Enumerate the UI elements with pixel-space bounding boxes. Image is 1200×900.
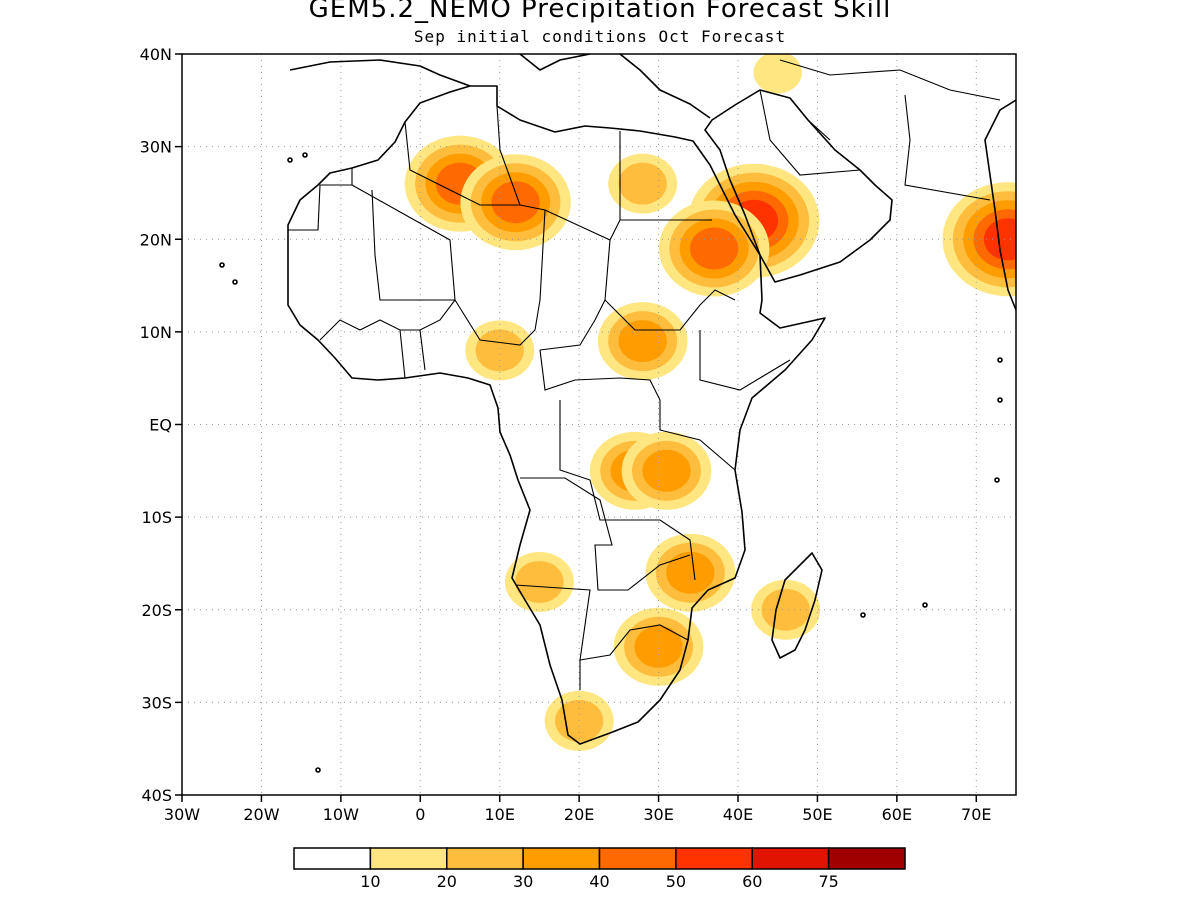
island-dot xyxy=(315,767,321,773)
island-dot xyxy=(994,477,1000,483)
lon-tick-label: 20W xyxy=(243,805,279,824)
colorbar-label: 40 xyxy=(589,872,609,891)
lon-tick-label: 10W xyxy=(323,805,359,824)
island-dot xyxy=(997,397,1003,403)
skill-shading-layer xyxy=(404,54,1016,751)
lat-tick-label: EQ xyxy=(149,416,172,435)
colorbar-legend: 10 20 30 40 50 60 75 xyxy=(293,847,906,891)
lon-tick-label: 0 xyxy=(415,805,425,824)
border-line xyxy=(514,584,591,690)
border-line xyxy=(699,330,791,391)
border-line xyxy=(904,94,991,201)
border-line xyxy=(520,477,691,591)
lat-tick-label: 20S xyxy=(141,601,172,620)
border-line xyxy=(496,105,521,206)
lat-tick-label: 20N xyxy=(140,230,172,249)
lon-tick-label: 70E xyxy=(961,805,991,824)
colorbar-swatch xyxy=(675,847,753,870)
skill-contour xyxy=(475,329,524,372)
map-title: GEM5.2_NEMO Precipitation Forecast Skill xyxy=(308,0,892,24)
colorbar-swatch xyxy=(827,847,906,870)
skill-contour xyxy=(642,449,691,492)
colorbar-label: 60 xyxy=(742,872,762,891)
border-line xyxy=(539,349,661,401)
border-line xyxy=(579,624,689,661)
border-line xyxy=(604,289,736,331)
island-dot xyxy=(997,357,1003,363)
longitude-ticks: 30W 20W 10W 0 10E 20E 30E 40E 50E 60E 70E xyxy=(164,795,992,824)
lat-tick-label: 30S xyxy=(141,693,172,712)
border-line xyxy=(454,209,546,346)
lon-tick-label: 30E xyxy=(643,805,673,824)
colorbar-swatch xyxy=(522,847,601,870)
lat-tick-label: 30N xyxy=(140,138,172,157)
skill-contour xyxy=(491,181,540,224)
skill-contour xyxy=(618,162,667,205)
border-line xyxy=(351,184,456,301)
border-line xyxy=(659,400,736,471)
lat-tick-label: 10S xyxy=(141,508,172,527)
gridlines xyxy=(182,54,1016,795)
lon-tick-label: 60E xyxy=(882,805,912,824)
colorbar-label: 20 xyxy=(437,872,457,891)
country-borders-layer xyxy=(288,59,1001,690)
africa-coastline xyxy=(287,85,826,745)
lat-tick-label: 40N xyxy=(140,45,172,64)
skill-contour xyxy=(666,551,715,594)
map-subtitle: Sep initial conditions Oct Forecast xyxy=(413,27,787,46)
border-line xyxy=(399,329,426,379)
island-dot xyxy=(860,612,866,618)
island-dot xyxy=(302,152,308,158)
colorbar-label: 30 xyxy=(513,872,533,891)
colorbar-swatch xyxy=(751,847,830,870)
madagascar-coastline xyxy=(771,552,823,659)
border-line xyxy=(319,299,456,341)
lat-tick-label: 10N xyxy=(140,323,172,342)
border-line xyxy=(539,239,611,351)
colorbar-label: 50 xyxy=(666,872,686,891)
colorbar-label: 10 xyxy=(360,872,380,891)
coastline-layer xyxy=(219,54,1016,773)
lon-tick-label: 50E xyxy=(802,805,832,824)
iberia-coastline xyxy=(289,54,711,119)
lon-tick-label: 40E xyxy=(723,805,753,824)
border-line xyxy=(559,400,696,581)
skill-contour xyxy=(515,560,564,603)
border-line xyxy=(779,59,1001,101)
skill-contour xyxy=(618,320,667,363)
lat-tick-label: 40S xyxy=(141,786,172,805)
lon-tick-label: 30W xyxy=(164,805,200,824)
colorbar-swatch xyxy=(446,847,524,870)
skill-contour xyxy=(634,625,683,668)
colorbar-swatch xyxy=(293,847,372,870)
india-coastline xyxy=(984,99,1016,311)
arabia-coastline xyxy=(704,89,893,283)
lon-tick-label: 20E xyxy=(564,805,594,824)
colorbar-swatch xyxy=(598,847,677,870)
island-dot xyxy=(922,602,928,608)
skill-contour xyxy=(761,588,810,631)
border-line xyxy=(759,89,861,176)
skill-contour xyxy=(753,54,802,94)
border-line xyxy=(288,168,353,231)
island-dot xyxy=(287,157,293,163)
skill-contour xyxy=(690,227,739,270)
island-dot xyxy=(232,279,238,285)
skill-contour xyxy=(983,218,1016,261)
island-dot xyxy=(219,262,225,268)
lon-tick-label: 10E xyxy=(484,805,514,824)
colorbar-swatch xyxy=(369,847,448,870)
colorbar-label: 75 xyxy=(818,872,838,891)
latitude-ticks: 40N 30N 20N 10N EQ 10S 20S 30S 40S xyxy=(140,45,182,805)
